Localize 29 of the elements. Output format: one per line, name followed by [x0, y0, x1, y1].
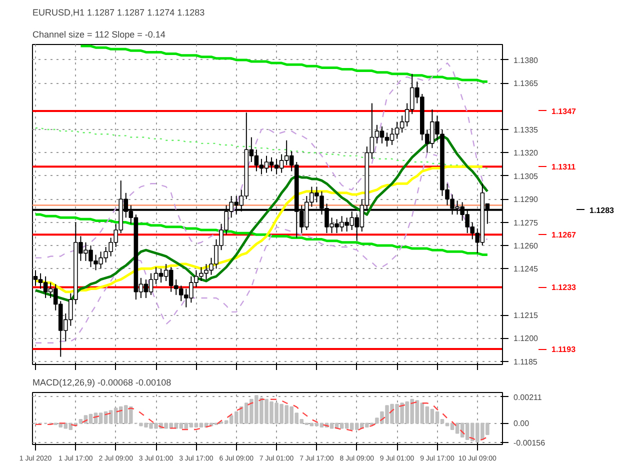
y-tick-label: 1.1260 — [514, 241, 539, 250]
chart-title: EURUSD,H1 1.1287 1.1287 1.1274 1.1283 — [32, 8, 205, 18]
y-tick-label: 1.1380 — [514, 56, 539, 65]
ref-line-label: 1.1283 — [590, 206, 615, 215]
chart-title: MACD(12,26,9) -0.00068 -0.00108 — [32, 378, 172, 388]
line-series — [34, 127, 488, 169]
y-tick-label: 0.00211 — [514, 392, 542, 402]
line-series — [79, 44, 489, 83]
line-series — [34, 62, 488, 258]
line-series — [34, 213, 489, 256]
y-tick-label: -0.00156 — [514, 438, 546, 448]
y-tick-label: 1.1335 — [514, 126, 539, 135]
y-tick-label: 1.1215 — [514, 311, 539, 320]
y-tick-label: 1.1200 — [514, 334, 539, 344]
ref-line-label: 1.1233 — [552, 283, 577, 292]
y-tick-label: 1.1320 — [514, 148, 539, 158]
y-tick-label: 1.1290 — [514, 195, 539, 204]
ref-line-label: 1.1347 — [552, 106, 577, 116]
y-tick-label: 1.1365 — [514, 79, 539, 88]
y-tick-label: 1.1275 — [514, 218, 539, 228]
ref-line-label: 1.1311 — [552, 162, 576, 172]
chart-subtitle: Channel size = 112 Slope = -0.14 — [32, 30, 166, 40]
line-series — [34, 398, 488, 442]
y-tick-label: 0.00 — [514, 419, 530, 428]
y-tick-label: 1.1305 — [514, 172, 539, 181]
ref-line-label: 1.1267 — [552, 230, 577, 240]
ref-line-label: 1.1193 — [552, 345, 576, 354]
y-tick-label: 1.1185 — [514, 357, 538, 366]
y-tick-label: 1.1245 — [514, 264, 539, 274]
